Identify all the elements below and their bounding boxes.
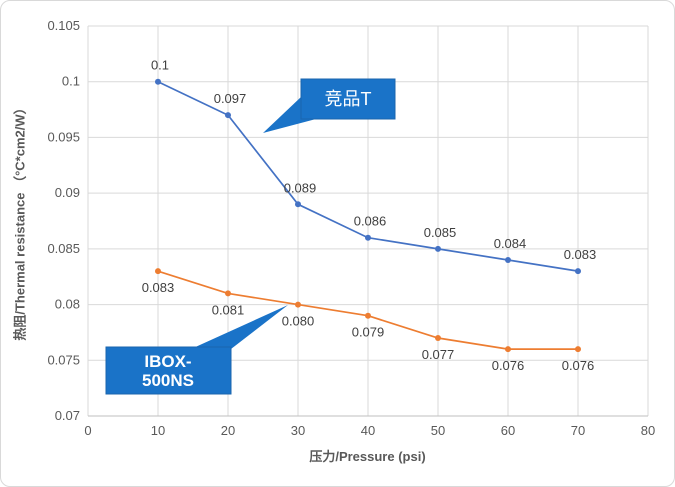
data-label: 0.083: [142, 280, 175, 295]
data-label: 0.097: [214, 91, 247, 106]
data-point: [575, 346, 581, 353]
x-tick-label: 30: [291, 423, 305, 438]
callout-competitor-label: 竞品T: [325, 89, 372, 109]
callout-product-label: 500NS: [142, 371, 194, 390]
x-tick-label: 0: [84, 423, 91, 438]
data-label: 0.086: [354, 214, 387, 229]
data-point: [435, 245, 441, 252]
data-point: [365, 234, 371, 241]
data-label: 0.081: [212, 302, 245, 317]
data-point: [365, 312, 371, 319]
data-label: 0.089: [284, 180, 317, 195]
data-point: [575, 268, 581, 275]
y-tick-label: 0.105: [47, 18, 80, 33]
y-tick-label: 0.095: [47, 129, 80, 144]
data-point: [435, 335, 441, 341]
data-point: [505, 257, 511, 263]
data-label: 0.076: [562, 358, 595, 373]
data-point: [295, 301, 301, 308]
y-tick-label: 0.085: [47, 241, 80, 256]
data-point: [155, 78, 161, 85]
y-tick-label: 0.08: [55, 297, 80, 312]
y-tick-label: 0.1: [62, 74, 80, 89]
data-label: 0.080: [282, 314, 315, 329]
series-competitor: 0.1 0.097 0.089 0.086 0.085 0.084 0.083: [151, 58, 597, 275]
data-label: 0.085: [424, 225, 457, 240]
x-tick-label: 40: [361, 423, 375, 438]
data-label: 0.076: [492, 358, 525, 373]
y-tick-label: 0.075: [47, 352, 80, 367]
data-point: [225, 112, 231, 119]
data-label: 0.083: [564, 247, 597, 262]
y-tick-label: 0.07: [55, 408, 80, 423]
data-point: [155, 268, 161, 275]
callout-product: IBOX-500NS: [105, 305, 288, 395]
y-tick-label: 0.09: [55, 185, 80, 200]
data-point: [505, 346, 511, 353]
callout-product-box: [105, 346, 232, 395]
data-label: 0.079: [352, 325, 385, 340]
callout-product-label: IBOX-: [144, 352, 191, 371]
callout-competitor: 竞品T: [263, 78, 396, 133]
x-tick-label: 50: [431, 423, 445, 438]
callout-competitor-box: [300, 78, 396, 120]
data-point: [295, 201, 301, 208]
y-axis-title: 热阻/Thermal resistance （°C*cm2/W）: [12, 101, 28, 341]
data-label: 0.084: [494, 236, 527, 251]
data-label: 0.077: [422, 347, 455, 362]
x-tick-label: 60: [501, 423, 515, 438]
callout-product-tail: [191, 305, 288, 349]
data-label: 0.1: [151, 58, 169, 73]
x-tick-label: 70: [571, 423, 585, 438]
x-tick-label: 20: [221, 423, 235, 438]
series-product: 0.083 0.081 0.080 0.079 0.077 0.076 0.076: [142, 268, 595, 373]
x-tick-label: 10: [151, 423, 165, 438]
x-axis-title: 压力/Pressure (psi): [309, 449, 426, 464]
data-point: [225, 290, 231, 297]
x-tick-label: 80: [641, 423, 655, 438]
